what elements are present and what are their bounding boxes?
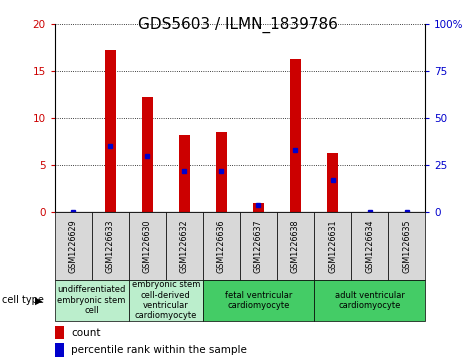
Bar xyxy=(142,97,153,212)
Text: GDS5603 / ILMN_1839786: GDS5603 / ILMN_1839786 xyxy=(138,16,337,33)
Text: GSM1226631: GSM1226631 xyxy=(328,219,337,273)
Bar xyxy=(314,280,425,321)
Text: ▶: ▶ xyxy=(35,295,42,305)
Bar xyxy=(55,326,64,339)
Bar xyxy=(55,280,129,321)
FancyBboxPatch shape xyxy=(351,212,388,280)
FancyBboxPatch shape xyxy=(314,212,351,280)
Text: GSM1226633: GSM1226633 xyxy=(106,219,114,273)
Bar xyxy=(253,203,264,212)
Text: count: count xyxy=(71,327,101,338)
Bar xyxy=(203,280,314,321)
FancyBboxPatch shape xyxy=(388,212,425,280)
FancyBboxPatch shape xyxy=(277,212,314,280)
Text: GSM1226636: GSM1226636 xyxy=(217,219,226,273)
Text: GSM1226629: GSM1226629 xyxy=(69,219,77,273)
Bar xyxy=(290,60,301,212)
FancyBboxPatch shape xyxy=(55,212,92,280)
FancyBboxPatch shape xyxy=(203,212,240,280)
Text: fetal ventricular
cardiomyocyte: fetal ventricular cardiomyocyte xyxy=(225,291,292,310)
Text: GSM1226632: GSM1226632 xyxy=(180,219,189,273)
FancyBboxPatch shape xyxy=(166,212,203,280)
Text: GSM1226635: GSM1226635 xyxy=(402,219,411,273)
Bar xyxy=(104,50,116,212)
Bar xyxy=(55,343,64,357)
Bar xyxy=(216,132,227,212)
Text: adult ventricular
cardiomyocyte: adult ventricular cardiomyocyte xyxy=(334,291,405,310)
Text: cell type: cell type xyxy=(2,295,44,305)
FancyBboxPatch shape xyxy=(92,212,129,280)
Text: undifferentiated
embryonic stem
cell: undifferentiated embryonic stem cell xyxy=(57,285,126,315)
FancyBboxPatch shape xyxy=(129,212,166,280)
FancyBboxPatch shape xyxy=(240,212,277,280)
Bar xyxy=(327,153,338,212)
Text: GSM1226634: GSM1226634 xyxy=(365,219,374,273)
Bar xyxy=(129,280,203,321)
Text: embryonic stem
cell-derived
ventricular
cardiomyocyte: embryonic stem cell-derived ventricular … xyxy=(132,280,200,321)
Text: GSM1226630: GSM1226630 xyxy=(143,219,152,273)
Bar xyxy=(179,135,190,212)
Text: percentile rank within the sample: percentile rank within the sample xyxy=(71,345,247,355)
Text: GSM1226638: GSM1226638 xyxy=(291,219,300,273)
Text: GSM1226637: GSM1226637 xyxy=(254,219,263,273)
